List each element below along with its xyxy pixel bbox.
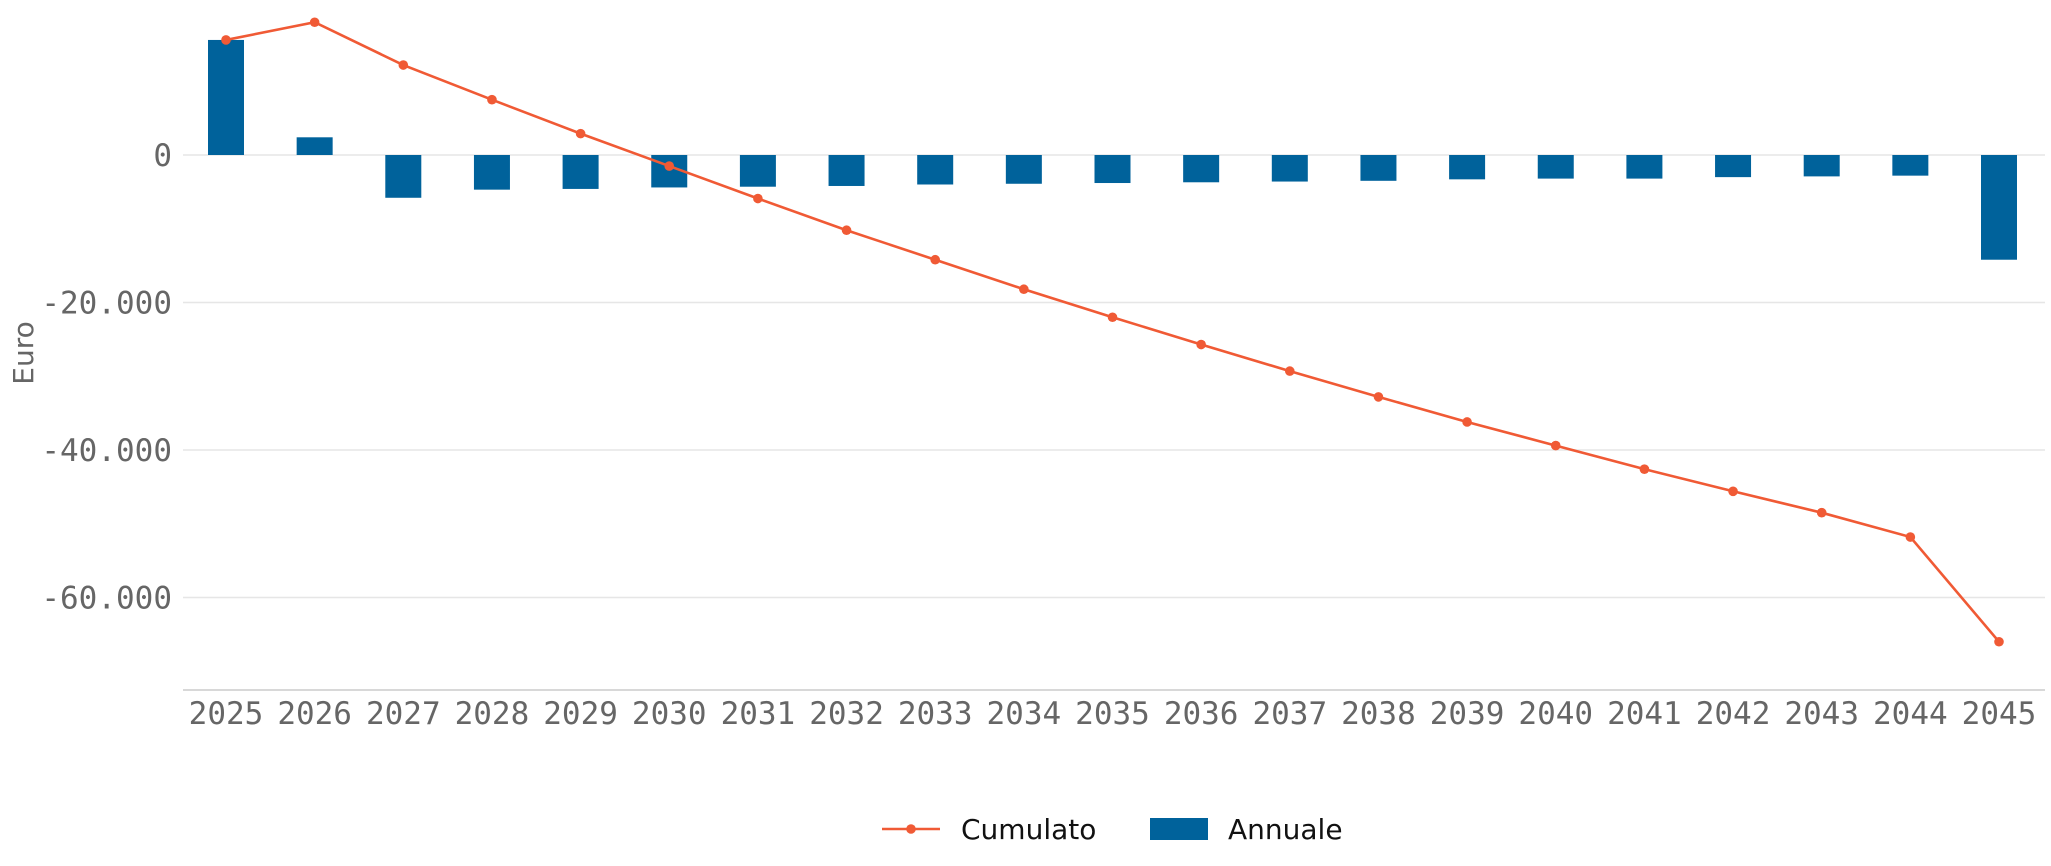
x-tick-label: 2035 [1075,696,1150,732]
y-tick-label: -60.000 [41,581,172,617]
x-tick-label: 2033 [898,696,973,732]
x-tick-label: 2045 [1962,696,2037,732]
bar-2039 [1449,155,1486,180]
point-2034 [1019,284,1029,295]
x-tick-label: 2041 [1607,696,1682,732]
bar-2038 [1360,155,1397,181]
bar-2040 [1537,155,1574,179]
point-2031 [753,193,763,204]
y-axis-title: Euro [7,321,40,384]
bar-2026 [296,137,333,155]
gridlines [183,154,2045,599]
x-tick-label: 2031 [721,696,796,732]
bar-2035 [1094,155,1131,184]
x-tick-label: 2037 [1252,696,1327,732]
x-tick-label: 2039 [1430,696,1505,732]
bar-2029 [562,155,599,189]
bar-2045 [1981,155,2017,260]
bar-2042 [1715,155,1752,178]
bar-2036 [1183,155,1220,183]
x-tick-labels: 2025 2026 2027 2028 2029 2030 2031 2032 2033 2034… [189,696,2037,732]
legend-marker [906,824,916,834]
bar-2025 [208,39,244,156]
point-2025 [221,35,231,45]
bar-2028 [473,155,510,190]
x-tick-label: 2042 [1696,696,1771,732]
bars-annuale [208,39,2017,260]
legend-label-cumulato: Cumulato [961,813,1096,846]
x-tick-label: 2029 [543,696,618,732]
legend-bar-swatch [1150,818,1208,840]
legend-item-cumulato: Cumulato [882,813,1096,846]
point-2028 [487,94,497,105]
y-tick-label: -40.000 [41,433,172,469]
bar-2044 [1892,155,1929,176]
point-2045 [1994,636,2004,647]
point-2039 [1462,417,1472,427]
point-2041 [1639,464,1650,474]
point-2026 [309,17,320,28]
point-2042 [1728,486,1738,497]
bar-2041 [1626,155,1663,179]
x-tick-label: 2034 [987,696,1062,732]
point-2029 [575,128,586,139]
point-2036 [1196,339,1206,350]
point-2032 [841,225,852,236]
point-2030 [664,161,675,171]
x-tick-label: 2043 [1784,696,1859,732]
point-2038 [1373,392,1384,402]
legend-item-annuale: Annuale [1150,813,1343,846]
line-cumulato [221,17,2004,647]
x-tick-label: 2030 [632,696,707,732]
cumulato-line-path [225,20,2000,643]
y-tick-label: -20.000 [41,286,172,322]
bar-2032 [828,155,865,186]
bar-2033 [917,155,954,185]
point-2043 [1816,507,1827,518]
bar-2027 [385,155,422,198]
x-tick-label: 2026 [277,696,352,732]
point-2027 [398,60,409,70]
x-tick-label: 2025 [189,696,264,732]
x-tick-label: 2040 [1518,696,1593,732]
x-tick-label: 2036 [1164,696,1239,732]
legend-label-annuale: Annuale [1228,813,1343,846]
bar-2034 [1005,155,1042,184]
point-2035 [1107,312,1118,323]
x-tick-label: 2044 [1873,696,1948,732]
bar-2043 [1803,155,1840,177]
point-2033 [930,254,940,265]
legend: Cumulato Annuale [882,813,1343,846]
x-tick-label: 2032 [809,696,884,732]
point-2037 [1285,366,1295,376]
x-tick-label: 2038 [1341,696,1416,732]
point-2044 [1905,532,1916,542]
point-2040 [1550,440,1561,451]
bar-2037 [1271,155,1308,182]
x-tick-label: 2027 [366,696,441,732]
bar-2031 [739,155,776,187]
y-tick-label: 0 [153,138,172,174]
x-tick-label: 2028 [455,696,530,732]
y-tick-labels: 0 -20.000 -40.000 -60.000 [41,138,172,617]
